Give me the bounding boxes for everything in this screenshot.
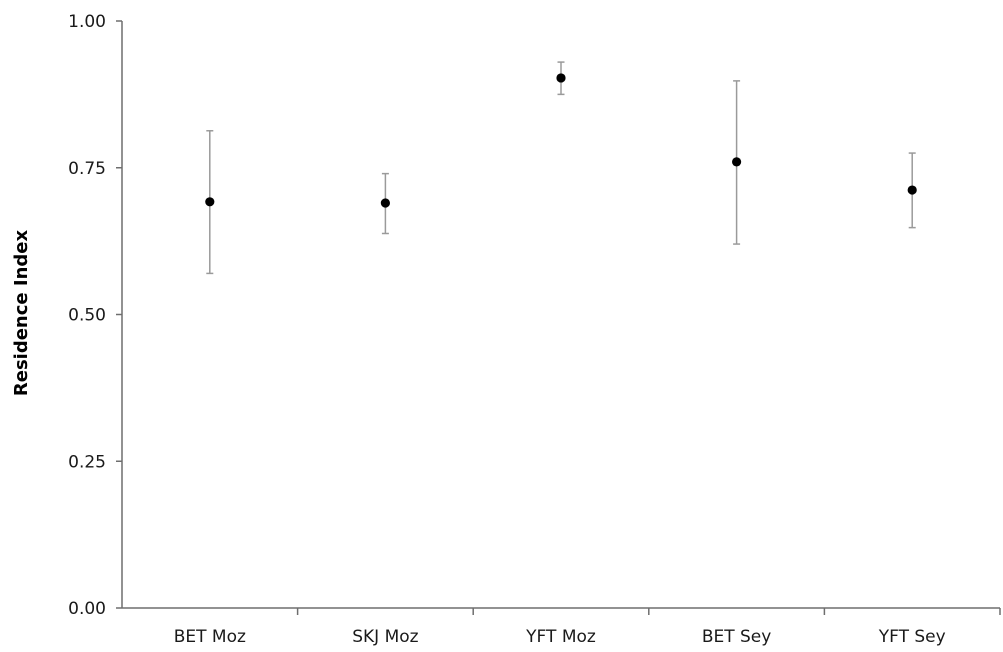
x-tick-label: SKJ Moz: [352, 627, 418, 647]
data-point: [380, 198, 390, 208]
y-tick-label: 0.50: [68, 306, 106, 326]
y-tick-label: 0.25: [68, 452, 106, 472]
data-points-layer: [205, 73, 917, 208]
y-tick-label: 1.00: [68, 12, 106, 32]
data-point: [907, 185, 917, 195]
x-tick-label: YFT Moz: [525, 627, 596, 647]
data-point: [732, 157, 742, 167]
data-point: [556, 73, 566, 83]
y-tick-label: 0.75: [68, 159, 106, 179]
data-point: [205, 197, 215, 207]
labels-layer: 0.00 0.25 0.50 0.75 1.00 BET Moz SKJ Moz YFT Mo…: [68, 12, 946, 647]
x-tick-label: BET Sey: [702, 627, 772, 647]
y-axis-title: Residence Index: [11, 230, 32, 397]
y-tick-label: 0.00: [68, 599, 106, 619]
error-bars-layer: [206, 61, 916, 275]
x-tick-label: BET Moz: [174, 627, 246, 647]
axes-layer: [116, 20, 1001, 615]
x-tick-label: YFT Sey: [878, 627, 946, 647]
